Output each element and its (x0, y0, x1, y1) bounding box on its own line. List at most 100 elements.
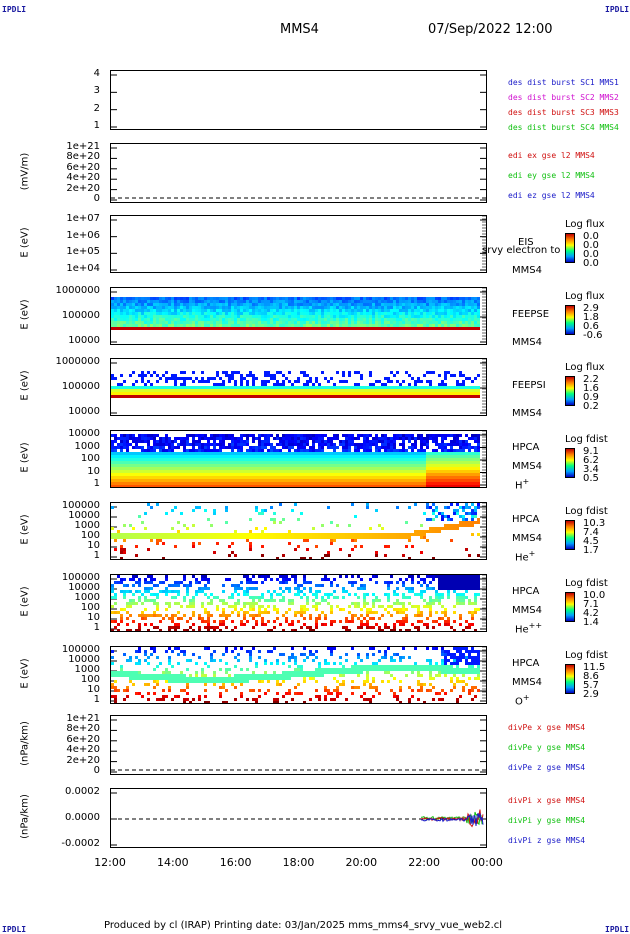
spectrogram-pixel (171, 509, 174, 512)
spectrogram-pixel (300, 306, 303, 309)
spectrogram-pixel (432, 437, 435, 440)
spectrogram-pixel (147, 548, 150, 551)
spectrogram-pixel (444, 470, 447, 473)
spectrogram-pixel (360, 467, 363, 470)
spectrogram-pixel (264, 455, 267, 458)
spectrogram-pixel (261, 297, 264, 300)
spectrogram-pixel (198, 533, 201, 536)
spectrogram-pixel (387, 536, 390, 539)
spectrogram-pixel (405, 464, 408, 467)
spectrogram-pixel (438, 309, 441, 312)
spectrogram-pixel (453, 458, 456, 461)
spectrogram-pixel (471, 392, 474, 395)
spectrogram-pixel (279, 306, 282, 309)
spectrogram-pixel (213, 377, 216, 380)
spectrogram-pixel (408, 539, 411, 542)
spectrogram-pixel (324, 434, 327, 437)
spectrogram-pixel (207, 485, 210, 487)
spectrogram-pixel (177, 452, 180, 455)
spectrogram-pixel (450, 389, 453, 392)
spectrogram-pixel (120, 318, 123, 321)
spectrogram-pixel (168, 470, 171, 473)
spectrogram-pixel (129, 476, 132, 479)
spectrogram-pixel (306, 458, 309, 461)
spectrogram-pixel (264, 533, 267, 536)
spectrogram-pixel (183, 458, 186, 461)
spectrogram-pixel (111, 476, 114, 479)
spectrogram-pixel (219, 455, 222, 458)
spectrogram-pixel (258, 318, 261, 321)
spectrogram-pixel (345, 533, 348, 536)
spectrogram-pixel (144, 467, 147, 470)
spectrogram-pixel (336, 318, 339, 321)
spectrogram-pixel (417, 303, 420, 306)
spectrogram-pixel (252, 318, 255, 321)
spectrogram-pixel (129, 443, 132, 446)
spectrogram-pixel (429, 482, 432, 485)
spectrogram-pixel (144, 476, 147, 479)
spectrogram-pixel (204, 306, 207, 309)
spectrogram-pixel (201, 470, 204, 473)
spectrogram-pixel (351, 389, 354, 392)
spectrogram-pixel (201, 434, 204, 437)
spectrogram-pixel (264, 386, 267, 389)
spectrogram-pixel (474, 515, 477, 518)
spectrogram-pixel (372, 536, 375, 539)
spectrogram-pixel (156, 380, 159, 383)
spectrogram-pixel (132, 389, 135, 392)
spectrogram-pixel (444, 506, 447, 509)
spectrogram-pixel (261, 327, 264, 330)
spectrogram-pixel (417, 306, 420, 309)
spectrogram-pixel (201, 479, 204, 482)
spectrogram-pixel (291, 327, 294, 330)
spectrogram-pixel (315, 377, 318, 380)
spectrogram-pixel (393, 395, 396, 398)
spectrogram-pixel (369, 461, 372, 464)
spectrogram-pixel (279, 300, 282, 303)
spectrogram-pixel (300, 395, 303, 398)
spectrogram-pixel (399, 318, 402, 321)
spectrogram-pixel (351, 473, 354, 476)
spectrogram-pixel (150, 455, 153, 458)
spectrogram-pixel (240, 386, 243, 389)
spectrogram-pixel (111, 374, 114, 377)
spectrogram-pixel (396, 485, 399, 487)
spectrogram-pixel (369, 440, 372, 443)
spectrogram-pixel (471, 324, 474, 327)
spectrogram-pixel (447, 312, 450, 315)
spectrogram-pixel (339, 324, 342, 327)
spectrogram-pixel (258, 386, 261, 389)
spectrogram-pixel (249, 518, 252, 521)
spectrogram-pixel (441, 449, 444, 452)
spectrogram-pixel (138, 515, 141, 518)
spectrogram-pixel (225, 395, 228, 398)
spectrogram-pixel (258, 512, 261, 515)
spectrogram-pixel (477, 315, 480, 318)
spectrogram-pixel (240, 321, 243, 324)
spectrogram-pixel (327, 476, 330, 479)
spectrogram-pixel (315, 315, 318, 318)
spectrogram-pixel (228, 536, 231, 539)
spectrogram-pixel (216, 479, 219, 482)
spectrogram-pixel (456, 449, 459, 452)
spectrogram-pixel (246, 533, 249, 536)
spectrogram-pixel (228, 312, 231, 315)
spectrogram-pixel (345, 395, 348, 398)
spectrogram-pixel (390, 380, 393, 383)
spectrogram-pixel (228, 470, 231, 473)
spectrogram-pixel (345, 303, 348, 306)
spectrogram-pixel (192, 446, 195, 449)
spectrogram-pixel (147, 587, 150, 590)
spectrogram-pixel (267, 321, 270, 324)
spectrogram-pixel (444, 455, 447, 458)
spectrogram-pixel (258, 437, 261, 440)
spectrogram-pixel (171, 461, 174, 464)
spectrogram-pixel (435, 443, 438, 446)
spectrogram-pixel (228, 318, 231, 321)
spectrogram-pixel (120, 392, 123, 395)
spectrogram-pixel (300, 321, 303, 324)
spectrogram-pixel (432, 303, 435, 306)
spectrogram-pixel (408, 437, 411, 440)
spectrogram-pixel (387, 315, 390, 318)
spectrogram-pixel (477, 306, 480, 309)
